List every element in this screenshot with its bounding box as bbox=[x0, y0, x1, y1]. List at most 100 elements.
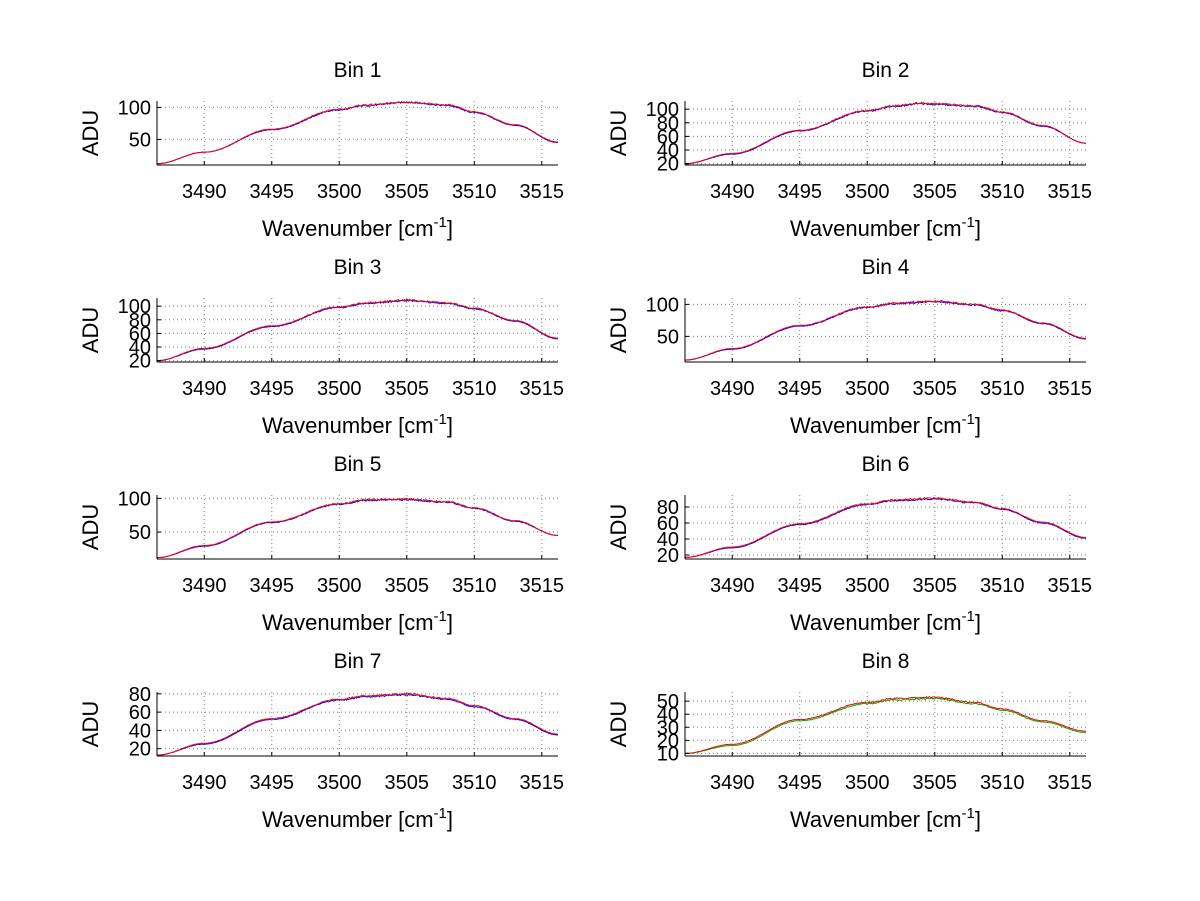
x-axis-label-superscript: -1 bbox=[434, 214, 447, 231]
x-axis-label-end: ] bbox=[447, 807, 453, 832]
y-axis-label: ADU bbox=[606, 307, 631, 353]
y-tick-label: 60 bbox=[657, 126, 679, 148]
x-axis-label-superscript: -1 bbox=[434, 411, 447, 428]
subplot-title: Bin 7 bbox=[334, 650, 382, 673]
x-tick-label: 3515 bbox=[520, 575, 565, 597]
x-axis-label-main: Wavenumber [cm bbox=[262, 807, 434, 832]
x-axis-label-superscript: -1 bbox=[962, 805, 975, 822]
series-line-blue bbox=[156, 498, 559, 559]
x-tick-label: 3490 bbox=[182, 378, 227, 400]
y-tick-label: 80 bbox=[657, 113, 679, 135]
y-tick-label: 100 bbox=[646, 99, 679, 121]
x-tick-label: 3495 bbox=[250, 575, 295, 597]
series-line-red bbox=[156, 497, 558, 559]
series-line-red bbox=[157, 692, 559, 756]
x-tick-label: 3510 bbox=[980, 575, 1025, 597]
x-tick-label: 3500 bbox=[317, 378, 362, 400]
x-axis-label-end: ] bbox=[447, 610, 453, 635]
x-tick-label: 3510 bbox=[452, 772, 497, 794]
subplot-title: Bin 8 bbox=[862, 650, 910, 673]
x-tick-label: 3500 bbox=[845, 378, 890, 400]
x-tick-label: 3500 bbox=[845, 181, 890, 203]
series-line-blue bbox=[684, 102, 1087, 165]
x-axis-label-end: ] bbox=[975, 413, 981, 438]
x-tick-label: 3505 bbox=[913, 378, 958, 400]
x-tick-label: 3515 bbox=[520, 378, 565, 400]
x-tick-label: 3490 bbox=[710, 378, 755, 400]
x-tick-label: 3505 bbox=[385, 575, 430, 597]
y-tick-label: 20 bbox=[129, 739, 151, 761]
subplot-title: Bin 3 bbox=[334, 256, 382, 279]
x-axis-label-superscript: -1 bbox=[962, 214, 975, 231]
series-line-red bbox=[156, 298, 558, 362]
y-tick-label: 30 bbox=[657, 717, 679, 739]
x-axis-label-end: ] bbox=[975, 610, 981, 635]
y-tick-label: 20 bbox=[657, 154, 679, 176]
subplot-bin-1: 3490 3495 3500 3505 3510 3515 50 100 Bin 1 ADU Wav… bbox=[78, 59, 564, 241]
x-axis-label-main: Wavenumber [cm bbox=[790, 413, 962, 438]
y-tick-label: 80 bbox=[129, 684, 151, 706]
x-tick-label: 3515 bbox=[1048, 772, 1093, 794]
x-tick-label: 3510 bbox=[452, 378, 497, 400]
series-line-blue bbox=[156, 693, 558, 756]
x-tick-label: 3510 bbox=[452, 181, 497, 203]
y-axis-label: ADU bbox=[78, 307, 103, 353]
x-axis-label: Wavenumber [cm-1] bbox=[790, 805, 981, 832]
x-tick-label: 3505 bbox=[913, 575, 958, 597]
y-tick-label: 40 bbox=[657, 704, 679, 726]
y-tick-label: 80 bbox=[129, 310, 151, 332]
x-tick-label: 3495 bbox=[778, 575, 823, 597]
y-tick-label: 60 bbox=[129, 702, 151, 724]
x-tick-label: 3505 bbox=[913, 181, 958, 203]
subplot-title: Bin 1 bbox=[334, 59, 382, 82]
y-axis-label: ADU bbox=[606, 701, 631, 747]
x-axis-label-end: ] bbox=[975, 807, 981, 832]
x-tick-label: 3500 bbox=[317, 772, 362, 794]
subplot-bin-4: 3490 3495 3500 3505 3510 3515 50 100 Bin 4 ADU Wav… bbox=[606, 256, 1092, 438]
x-tick-label: 3515 bbox=[1048, 378, 1093, 400]
x-tick-label: 3505 bbox=[385, 772, 430, 794]
y-axis-label: ADU bbox=[78, 110, 103, 156]
x-axis-label: Wavenumber [cm-1] bbox=[790, 608, 981, 635]
x-axis-label: Wavenumber [cm-1] bbox=[262, 608, 453, 635]
x-tick-label: 3495 bbox=[250, 181, 295, 203]
y-tick-label: 60 bbox=[129, 323, 151, 345]
x-axis-label: Wavenumber [cm-1] bbox=[262, 805, 453, 832]
x-axis-label-end: ] bbox=[447, 216, 453, 241]
x-tick-label: 3500 bbox=[317, 575, 362, 597]
x-tick-label: 3495 bbox=[778, 772, 823, 794]
x-axis-label: Wavenumber [cm-1] bbox=[790, 214, 981, 241]
x-tick-label: 3515 bbox=[1048, 181, 1093, 203]
y-axis-label: ADU bbox=[78, 701, 103, 747]
x-tick-label: 3515 bbox=[1048, 575, 1093, 597]
x-tick-label: 3500 bbox=[845, 772, 890, 794]
series-line-red bbox=[156, 100, 559, 165]
x-axis-label-main: Wavenumber [cm bbox=[262, 413, 434, 438]
x-tick-label: 3510 bbox=[452, 575, 497, 597]
x-axis-label-superscript: -1 bbox=[434, 608, 447, 625]
series-line-green bbox=[684, 697, 1087, 754]
series-line-red bbox=[684, 101, 1087, 165]
x-axis-label-end: ] bbox=[975, 216, 981, 241]
x-tick-label: 3490 bbox=[710, 772, 755, 794]
y-tick-label: 100 bbox=[118, 97, 151, 119]
series-line-red bbox=[685, 696, 1087, 754]
x-axis-label-main: Wavenumber [cm bbox=[790, 807, 962, 832]
subplot-bin-5: 3490 3495 3500 3505 3510 3515 50 100 Bin 5 ADU Wav… bbox=[78, 453, 564, 635]
y-tick-label: 100 bbox=[646, 294, 679, 316]
y-axis-label: ADU bbox=[606, 504, 631, 550]
subplot-title: Bin 5 bbox=[334, 453, 382, 476]
y-tick-label: 40 bbox=[129, 337, 151, 359]
y-tick-label: 40 bbox=[657, 529, 679, 551]
x-axis-label: Wavenumber [cm-1] bbox=[262, 411, 453, 438]
series-line-blue bbox=[156, 101, 559, 165]
y-tick-label: 50 bbox=[657, 326, 679, 348]
y-tick-label: 40 bbox=[657, 140, 679, 162]
x-axis-label: Wavenumber [cm-1] bbox=[790, 411, 981, 438]
y-tick-label: 80 bbox=[657, 497, 679, 519]
series-line-red bbox=[684, 299, 1087, 361]
y-tick-label: 100 bbox=[118, 296, 151, 318]
y-tick-label: 50 bbox=[129, 522, 151, 544]
series-line-blue bbox=[685, 300, 1087, 361]
